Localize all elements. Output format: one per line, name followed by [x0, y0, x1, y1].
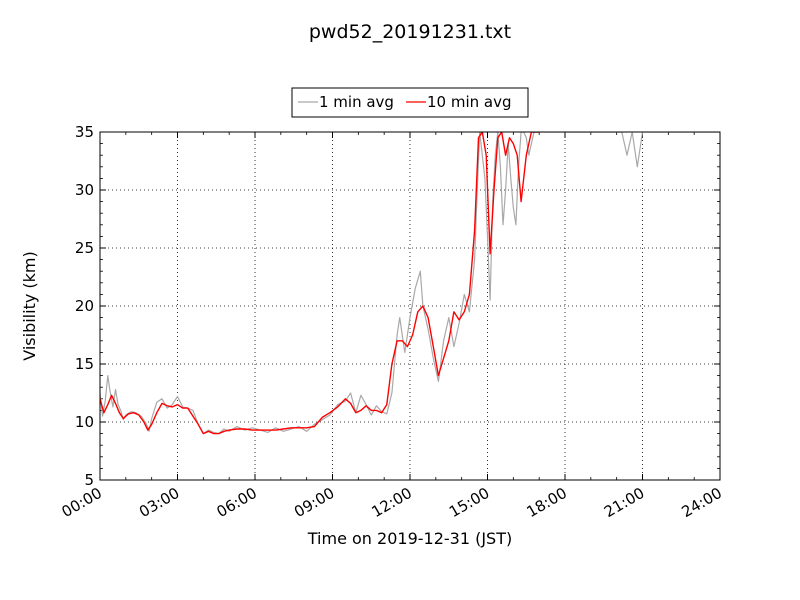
- y-tick-label: 15: [75, 355, 94, 373]
- legend-label-1min: 1 min avg: [319, 93, 394, 111]
- grid: [100, 132, 720, 480]
- y-tick-labels: 5 10 15 20 25 30 35: [75, 123, 94, 489]
- y-tick-label: 5: [84, 471, 94, 489]
- legend-label-10min: 10 min avg: [427, 93, 512, 111]
- plot-frame: [99, 131, 721, 481]
- legend: 1 min avg 10 min avg: [291, 87, 529, 118]
- x-axis-label: Time on 2019-12-31 (JST): [307, 529, 512, 548]
- y-tick-label: 25: [75, 239, 94, 257]
- chart-title: pwd52_20191231.txt: [309, 21, 511, 43]
- y-tick-label: 35: [75, 123, 94, 141]
- series-group: [100, 132, 720, 435]
- series-line-10min-avg: [100, 132, 540, 435]
- y-tick-label: 30: [75, 181, 94, 199]
- y-tick-label: 10: [75, 413, 94, 431]
- y-axis-label: Visibility (km): [20, 251, 39, 360]
- series-line-1min-avg: [100, 132, 720, 435]
- y-tick-label: 20: [75, 297, 94, 315]
